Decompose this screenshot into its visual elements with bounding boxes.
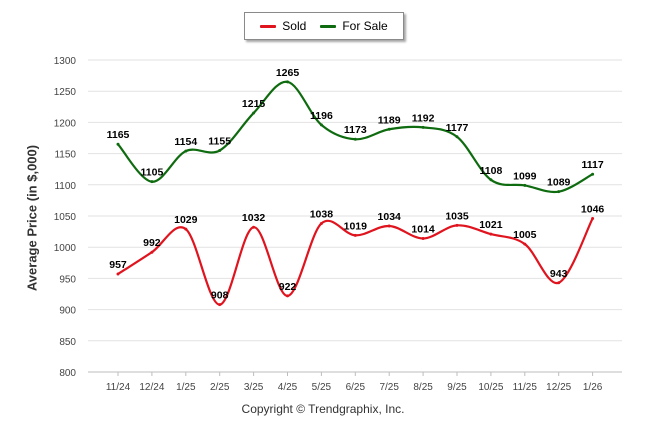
data-label-for-sale-11: 1108	[480, 165, 503, 177]
y-tick-label-850: 850	[59, 337, 76, 348]
point-sold-2	[184, 227, 188, 231]
legend-label-for-sale: For Sale	[342, 19, 388, 33]
point-for-sale-0	[116, 142, 120, 146]
point-for-sale-11	[489, 178, 493, 182]
data-label-for-sale-6: 1196	[310, 110, 333, 122]
x-tick-label-1: 12/24	[139, 382, 164, 393]
point-sold-11	[489, 232, 493, 236]
x-tick-label-12: 11/25	[513, 382, 538, 393]
data-label-for-sale-3: 1155	[208, 135, 231, 147]
point-for-sale-7	[353, 137, 357, 141]
legend: Sold For Sale	[244, 12, 404, 40]
point-for-sale-13	[557, 190, 561, 194]
point-sold-4	[252, 225, 256, 229]
data-label-sold-5: 922	[279, 281, 297, 293]
data-label-sold-3: 908	[211, 290, 229, 302]
series-line-sold	[117, 217, 594, 306]
y-tick-label-1000: 1000	[54, 243, 77, 254]
point-for-sale-5	[286, 80, 289, 84]
x-tick-label-6: 5/25	[312, 382, 332, 393]
data-label-sold-0: 957	[109, 259, 127, 271]
x-tick-label-13: 12/25	[546, 382, 571, 393]
point-for-sale-1	[150, 180, 154, 184]
point-for-sale-12	[523, 183, 527, 187]
point-sold-6	[319, 221, 323, 225]
y-tick-label-800: 800	[59, 368, 76, 379]
data-label-sold-4: 1032	[242, 212, 266, 224]
data-label-for-sale-14: 1117	[581, 159, 603, 171]
data-label-for-sale-1: 1105	[141, 167, 164, 179]
x-tick-label-10: 9/25	[447, 382, 467, 393]
data-label-sold-6: 1038	[310, 208, 334, 220]
point-sold-3	[218, 303, 222, 307]
y-tick-label-1050: 1050	[54, 212, 77, 223]
data-label-for-sale-8: 1189	[378, 114, 401, 126]
data-label-for-sale-5: 1265	[276, 67, 300, 79]
point-sold-12	[523, 242, 527, 246]
y-tick-label-1150: 1150	[54, 150, 76, 161]
y-axis-title: Average Price (in $,000)	[24, 144, 40, 292]
data-label-for-sale-2: 1154	[174, 136, 197, 148]
x-tick-label-11: 10/25	[478, 382, 503, 393]
data-label-sold-13: 943	[550, 268, 568, 280]
legend-item-sold[interactable]: Sold	[260, 19, 306, 33]
data-label-sold-14: 1046	[581, 203, 605, 215]
point-for-sale-2	[184, 149, 188, 153]
data-label-sold-10: 1035	[445, 210, 469, 222]
legend-swatch-sold	[260, 24, 277, 28]
point-for-sale-14	[591, 172, 595, 176]
data-label-sold-11: 1021	[479, 219, 503, 231]
point-sold-1	[150, 250, 154, 254]
y-tick-label-1300: 1300	[54, 56, 77, 67]
copyright-text: Copyright © Trendgraphix, Inc.	[241, 402, 405, 416]
data-label-sold-7: 1019	[344, 220, 368, 232]
point-for-sale-8	[387, 127, 391, 131]
point-for-sale-3	[218, 148, 222, 152]
point-sold-9	[421, 236, 425, 240]
x-tick-label-0: 11/24	[106, 382, 131, 393]
point-for-sale-9	[421, 125, 425, 129]
y-tick-label-950: 950	[59, 274, 76, 285]
data-label-sold-1: 992	[143, 237, 161, 249]
y-tick-label-900: 900	[59, 306, 76, 317]
point-sold-7	[353, 233, 357, 237]
data-label-sold-9: 1014	[411, 223, 435, 235]
point-for-sale-10	[455, 135, 459, 139]
y-tick-label-1250: 1250	[54, 87, 77, 98]
x-tick-label-14: 1/26	[583, 382, 603, 393]
point-sold-8	[387, 224, 391, 228]
x-tick-label-7: 6/25	[346, 382, 366, 393]
y-tick-label-1200: 1200	[54, 118, 77, 129]
legend-swatch-for-sale	[320, 24, 337, 28]
data-label-for-sale-7: 1173	[344, 124, 367, 136]
data-label-for-sale-10: 1177	[446, 122, 469, 134]
data-label-for-sale-0: 1165	[107, 129, 130, 141]
y-tick-label-1100: 1100	[54, 181, 76, 192]
point-sold-0	[116, 272, 120, 276]
data-label-for-sale-13: 1089	[547, 177, 571, 189]
x-tick-label-9: 8/25	[413, 382, 433, 393]
point-for-sale-6	[319, 123, 323, 127]
data-label-sold-8: 1034	[378, 211, 402, 223]
point-sold-14	[591, 216, 595, 220]
legend-label-sold: Sold	[282, 19, 307, 33]
x-tick-label-3: 2/25	[210, 382, 230, 393]
data-label-sold-2: 1029	[174, 214, 198, 226]
data-label-for-sale-4: 1215	[242, 98, 266, 110]
x-tick-label-5: 4/25	[278, 382, 298, 393]
point-for-sale-4	[252, 111, 256, 115]
point-sold-13	[557, 281, 561, 285]
point-sold-10	[455, 223, 459, 227]
data-label-for-sale-9: 1192	[412, 112, 435, 124]
x-tick-label-8: 7/25	[379, 382, 399, 393]
legend-item-for-sale[interactable]: For Sale	[320, 19, 388, 33]
data-label-for-sale-12: 1099	[513, 170, 537, 182]
point-sold-5	[286, 294, 289, 298]
x-tick-label-2: 1/25	[176, 382, 196, 393]
x-tick-label-4: 3/25	[244, 382, 264, 393]
data-label-sold-12: 1005	[513, 229, 537, 241]
